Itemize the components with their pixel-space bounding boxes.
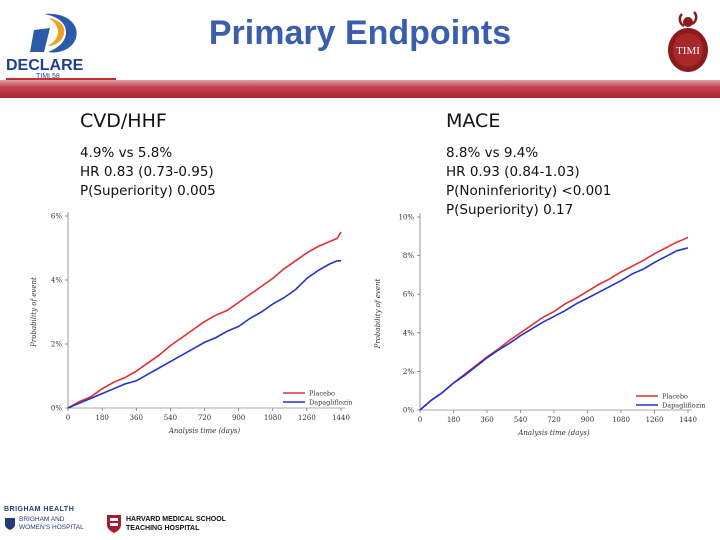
brigham-line-1: BRIGHAM HEALTH [4,506,75,513]
left-rate-line: 4.9% vs 5.8% [80,145,173,161]
timi-logo-graphic: TIMI [668,11,708,72]
x-tick-label: 720 [547,416,560,424]
right-rate-line: 8.8% vs 9.4% [446,145,539,161]
y-tick-label: 2% [403,368,414,376]
page-title: Primary Endpoints [208,14,512,52]
y-tick-label: 0% [51,405,62,413]
y-tick-label: 4% [51,277,62,285]
harvard-line-2: TEACHING HOSPITAL [126,525,200,532]
series-line-placebo [419,236,689,411]
declare-logo: DECLARE TIMI 58 [4,8,120,82]
legend-label: Dapagliflozin [309,399,352,407]
series-line-dapagliflozin [67,259,341,409]
left-p-line: P(Superiority) 0.005 [80,183,216,199]
left-hr-line: HR 0.83 (0.73-0.95) [80,164,214,180]
y-tick-label: 4% [403,329,414,337]
series-line-placebo [67,231,342,409]
legend-label: Placebo [662,393,688,401]
x-tick-label: 360 [480,416,493,424]
x-tick-label: 540 [164,414,177,422]
x-tick-label: 360 [130,414,143,422]
harvard-logo: HARVARD MEDICAL SCHOOL TEACHING HOSPITAL [106,514,246,536]
y-axis-title: Probability of event [374,278,382,349]
x-tick-label: 0 [418,416,422,424]
x-axis-title: Analysis time (days) [517,429,590,437]
timi-logo: TIMI [664,8,712,78]
brigham-logo: BRIGHAM HEALTH BRIGHAM AND WOMEN'S HOSPI… [4,506,99,536]
right-hr-line: HR 0.93 (0.84-1.03) [446,164,580,180]
x-tick-label: 180 [95,414,108,422]
y-tick-label: 0% [403,407,414,415]
right-heading: MACE [446,110,501,132]
left-endpoint-summary: CVD/HHF 4.9% vs 5.8% HR 0.83 (0.73-0.95)… [80,110,216,201]
x-tick-label: 720 [198,414,211,422]
y-tick-label: 8% [403,252,414,260]
legend-label: Dapagliflozin [662,402,705,410]
x-tick-label: 180 [447,416,460,424]
harvard-shield-icon [107,515,121,533]
x-tick-label: 1260 [298,414,316,422]
header-bar [0,80,720,98]
harvard-line-1: HARVARD MEDICAL SCHOOL [126,516,226,523]
y-axis-title: Probability of event [30,277,38,348]
timi-logo-text: TIMI [676,45,700,57]
series-line-dapagliflozin [419,247,689,411]
y-tick-label: 6% [51,213,62,221]
right-pni-line: P(Noninferiority) <0.001 [446,183,612,199]
left-heading: CVD/HHF [80,110,167,132]
right-endpoint-summary: MACE 8.8% vs 9.4% HR 0.93 (0.84-1.03) P(… [446,110,611,220]
right-ps-line: P(Superiority) 0.17 [446,202,574,218]
brigham-line-3: WOMEN'S HOSPITAL [19,524,84,531]
declare-logo-subtext: TIMI 58 [36,73,60,80]
x-axis-title: Analysis time (days) [168,427,241,435]
brigham-line-2: BRIGHAM AND [19,516,65,523]
y-tick-label: 6% [403,291,414,299]
x-tick-label: 900 [581,416,594,424]
brigham-shield-icon [5,518,15,530]
cvd-hhf-chart: 0% 2% 4% 6% 0 180 360 540 720 900 1080 1260 1440 Anal… [30,212,352,435]
x-tick-label: 0 [66,414,70,422]
x-tick-label: 540 [514,416,527,424]
x-tick-label: 1440 [679,416,697,424]
legend-label: Placebo [309,390,335,398]
x-tick-label: 1080 [612,416,630,424]
declare-logo-text: DECLARE [6,57,84,74]
x-tick-label: 1080 [264,414,282,422]
mace-chart: 0% 2% 4% 6% 8% 10% 0 180 360 540 720 900 1080 1260 144… [374,213,705,437]
x-tick-label: 900 [232,414,245,422]
x-tick-label: 1260 [646,416,664,424]
x-tick-label: 1440 [332,414,350,422]
y-tick-label: 10% [398,214,414,222]
y-tick-label: 2% [51,341,62,349]
declare-logo-graphic: DECLARE TIMI 58 [6,13,116,80]
